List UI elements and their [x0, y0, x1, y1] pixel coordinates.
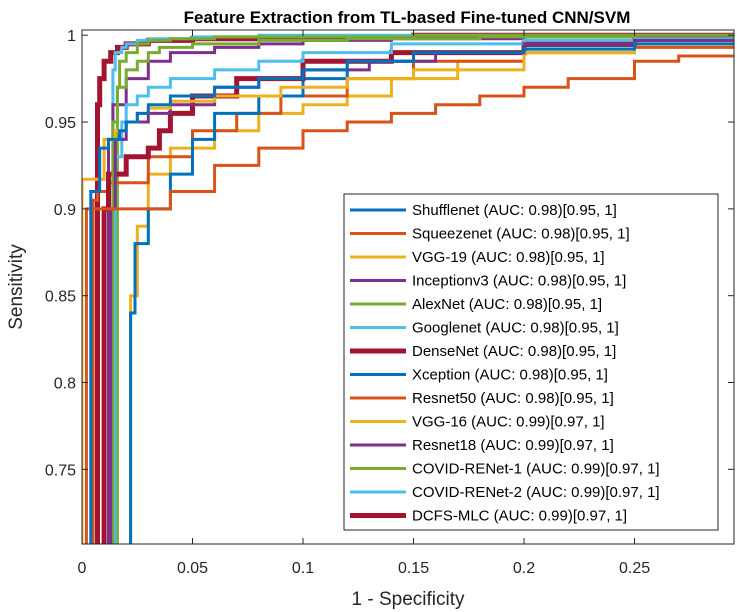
series-line-3: [82, 42, 734, 544]
legend-label-3: VGG-19 (AUC: 0.98)[0.95, 1]: [412, 249, 605, 266]
x-axis-label: 1 - Specificity: [352, 589, 465, 610]
legend-label-10: VGG-16 (AUC: 0.99)[0.97, 1]: [412, 414, 605, 431]
chart-title: Feature Extraction from TL-based Fine-tu…: [184, 8, 631, 27]
series-layer: [82, 32, 734, 544]
ticks-layer: 0 0.05 0.1 0.15 0.2 0.25 0.75 0.8 0.85 0.9 0.95 1: [45, 28, 734, 577]
legend-label-8: Xception (AUC: 0.98)[0.95, 1]: [412, 367, 608, 384]
series-line-2: [84, 54, 734, 544]
legend-label-4: Inceptionv3 (AUC: 0.98)[0.95, 1]: [412, 273, 626, 290]
x-tick-label: 0: [78, 560, 87, 577]
y-tick-label: 0.9: [54, 202, 76, 219]
series-line-13: [111, 33, 734, 544]
y-tick-label: 0.95: [45, 115, 76, 132]
y-tick-label: 1: [67, 28, 76, 45]
legend-label-12: COVID-RENet-1 (AUC: 0.99)[0.97, 1]: [412, 461, 660, 478]
legend-label-6: Googlenet (AUC: 0.98)[0.95, 1]: [412, 320, 619, 337]
legend-label-7: DenseNet (AUC: 0.98)[0.95, 1]: [412, 343, 616, 360]
x-tick-label: 0.25: [619, 560, 650, 577]
x-tick-label: 0.1: [292, 560, 314, 577]
plot-frame: [81, 29, 735, 545]
x-tick-label: 0.15: [398, 560, 429, 577]
legend: Shufflenet (AUC: 0.98)[0.95, 1] Squeezene…: [343, 193, 719, 531]
legend-label-14: DCFS-MLC (AUC: 0.99)[0.97, 1]: [412, 508, 627, 525]
legend-label-5: AlexNet (AUC: 0.98)[0.95, 1]: [412, 296, 602, 313]
x-tick-label: 0.2: [513, 560, 535, 577]
legend-label-13: COVID-RENet-2 (AUC: 0.99)[0.97, 1]: [412, 484, 660, 501]
y-tick-label: 0.8: [54, 376, 76, 393]
y-axis-label: Sensitivity: [6, 244, 27, 330]
x-tick-label: 0.05: [177, 560, 208, 577]
y-tick-label: 0.85: [45, 289, 76, 306]
legend-label-11: Resnet18 (AUC: 0.99)[0.97, 1]: [412, 437, 614, 454]
legend-label-2: Squeezenet (AUC: 0.98)[0.95, 1]: [412, 226, 630, 243]
series-line-1: [89, 42, 734, 544]
legend-box: [343, 193, 719, 531]
legend-label-1: Shufflenet (AUC: 0.98)[0.95, 1]: [412, 202, 617, 219]
y-tick-label: 0.75: [45, 462, 76, 479]
series-line-5: [111, 33, 734, 544]
legend-label-9: Resnet50 (AUC: 0.98)[0.95, 1]: [412, 390, 614, 407]
